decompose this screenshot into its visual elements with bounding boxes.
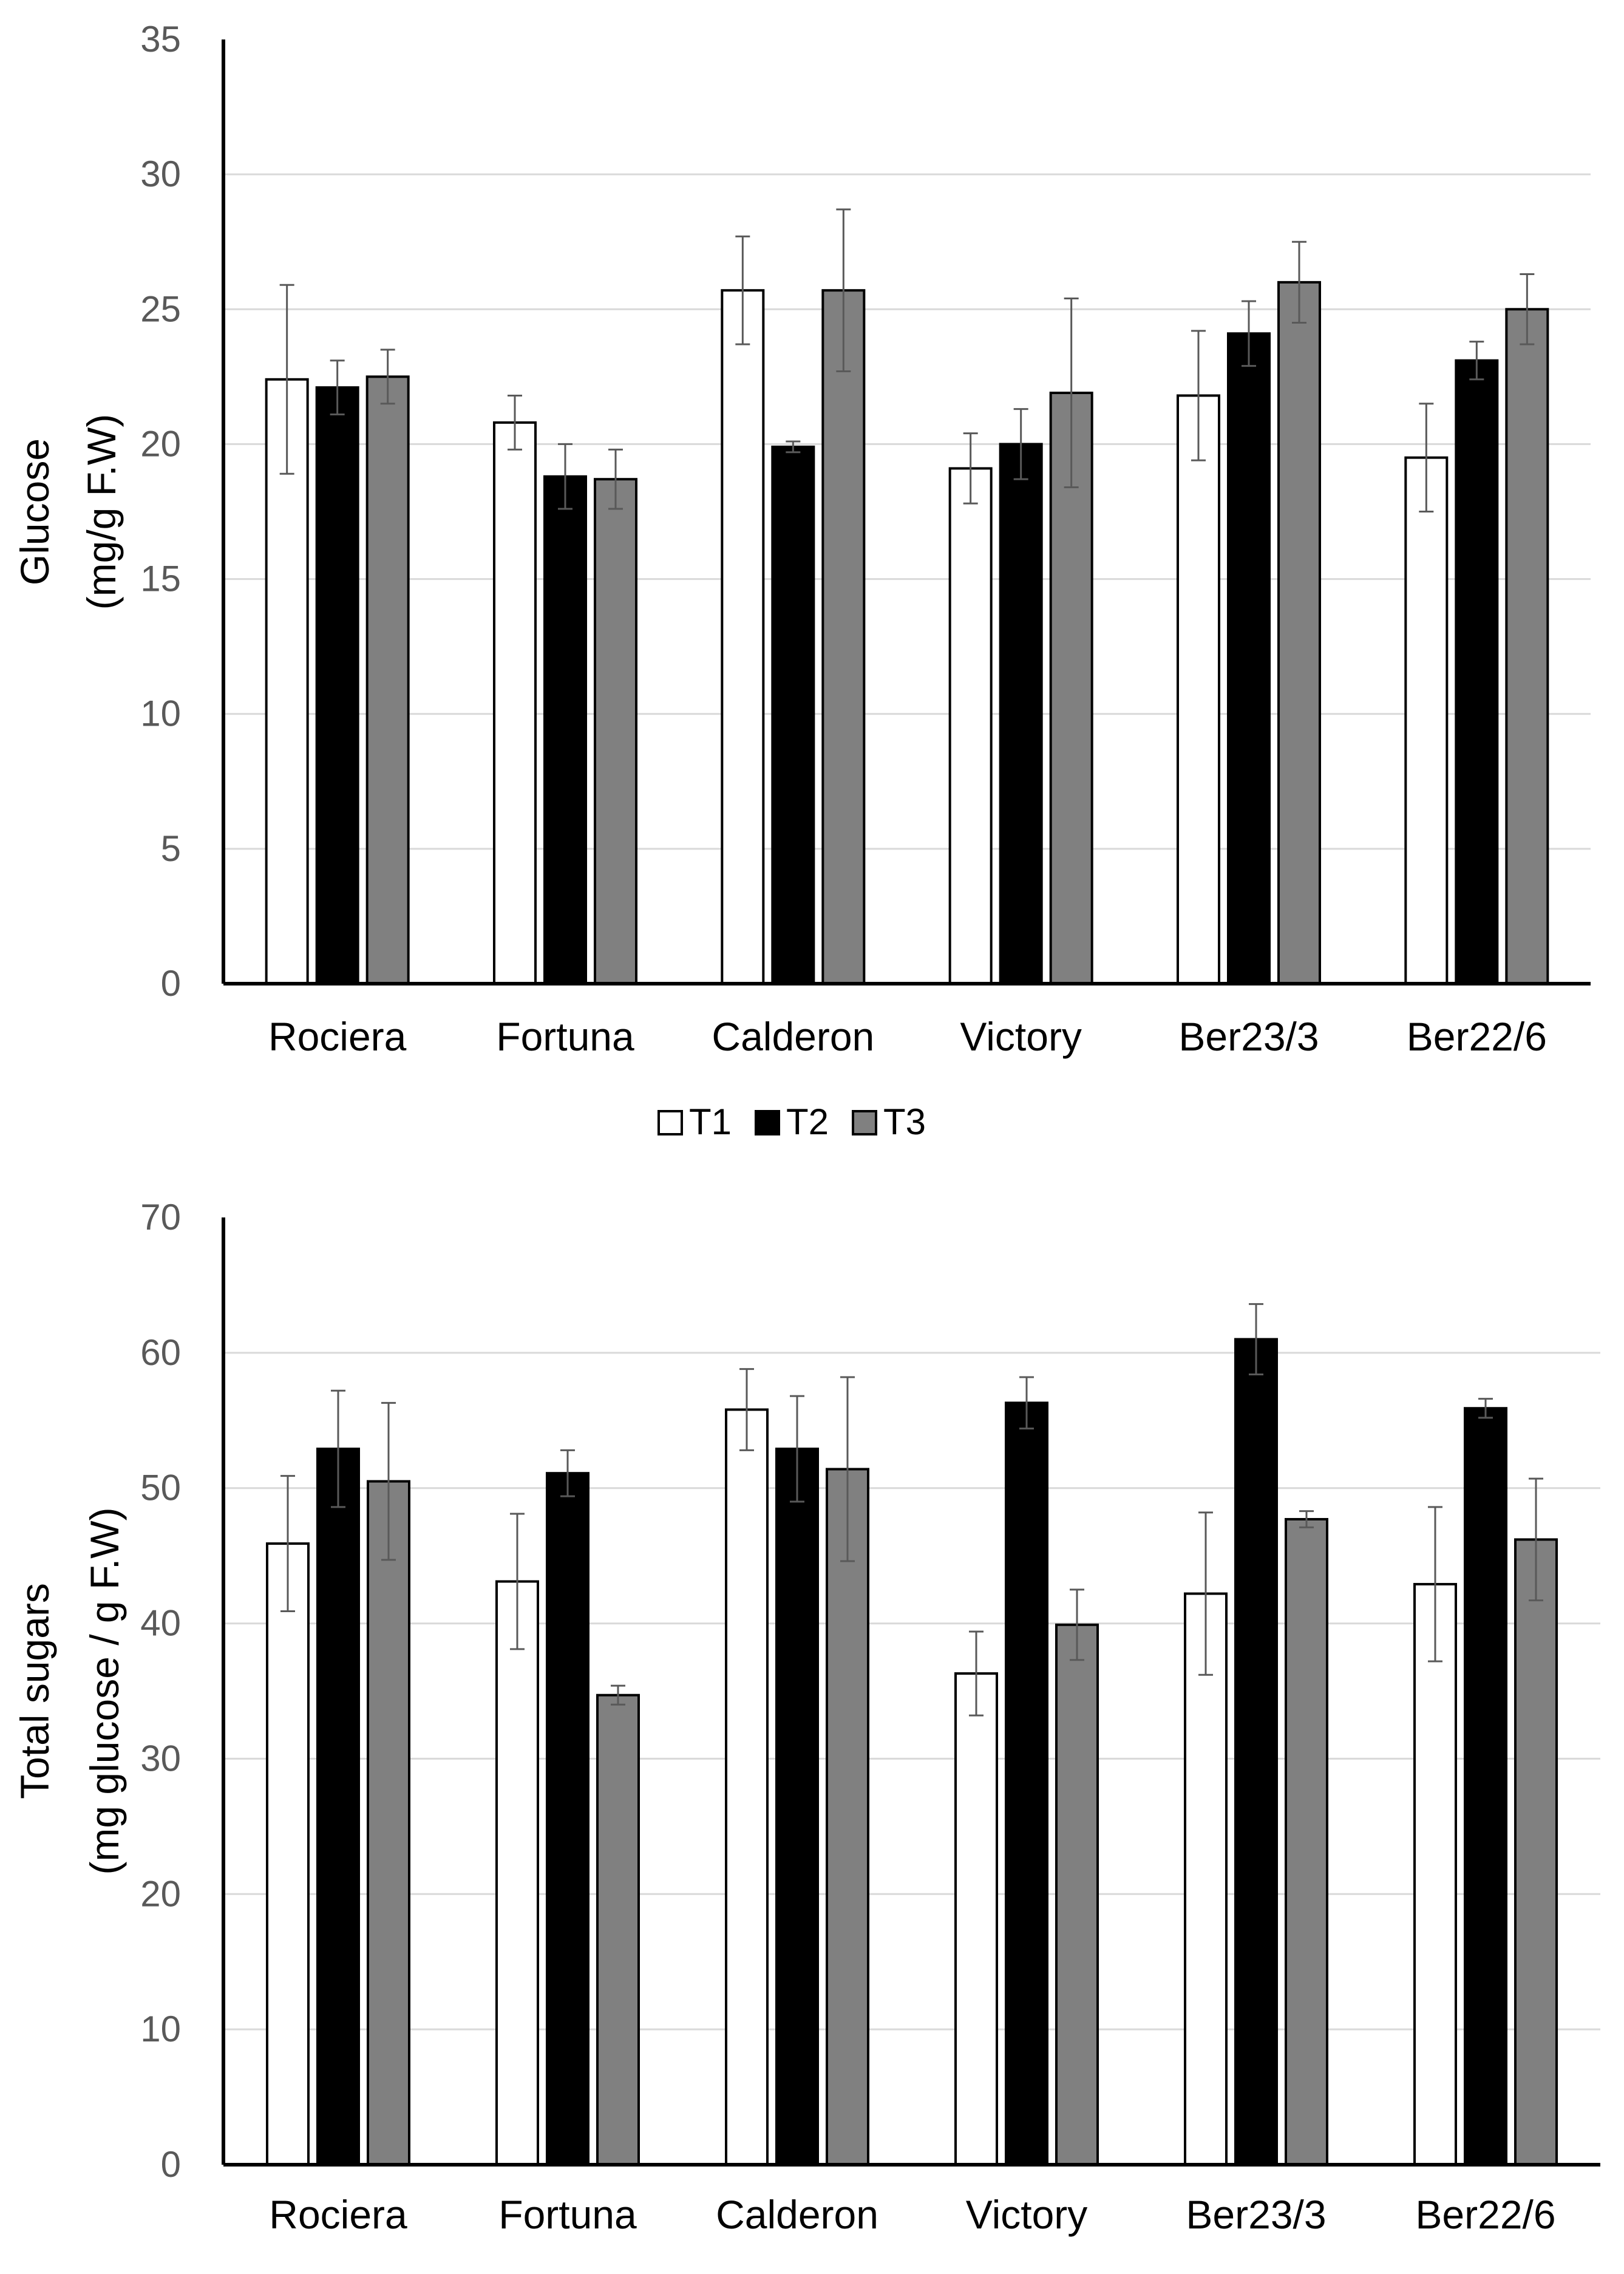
bar-t3-calderon	[826, 1468, 869, 2167]
y-tick-label: 25	[140, 288, 181, 329]
x-category-label: Ber23/3	[1186, 2192, 1326, 2237]
bar-t3-victory	[1055, 1623, 1099, 2167]
bar-t3-fortuna	[594, 478, 637, 985]
x-category-label: Ber22/6	[1415, 2192, 1555, 2237]
x-category-label: Victory	[960, 1014, 1082, 1059]
bar-t1-ber23-3	[1177, 394, 1220, 985]
bar-t3-rociera	[367, 1480, 410, 2167]
bar-t2-ber22-6	[1455, 359, 1499, 986]
bar-t3-ber23-3	[1277, 281, 1321, 985]
x-category-label: Calderon	[712, 1014, 874, 1059]
y-tick-label: 30	[140, 1738, 181, 1779]
legend-swatch-t2	[755, 1110, 780, 1135]
legend-swatch-t1	[657, 1110, 683, 1135]
y-tick-label: 50	[140, 1468, 181, 1508]
bar-t2-fortuna	[546, 1472, 589, 2166]
legend-label-t2: T2	[786, 1101, 829, 1142]
bar-t1-fortuna	[493, 421, 537, 985]
y-tick-label: 30	[140, 154, 181, 194]
y-tick-label: 60	[140, 1332, 181, 1373]
bar-t3-rociera	[365, 375, 410, 985]
legend-swatch-t3	[852, 1110, 877, 1135]
bar-t2-rociera	[316, 1448, 360, 2166]
x-category-label: Ber22/6	[1407, 1014, 1547, 1059]
y-tick-label: 35	[140, 19, 181, 60]
y-tick-label: 40	[140, 1603, 181, 1644]
legend-label-t1: T1	[689, 1101, 732, 1142]
bar-t1-victory	[954, 1672, 998, 2166]
legend: T1 T2 T3	[657, 1101, 926, 1142]
bar-t2-ber23-3	[1234, 1338, 1278, 2167]
y-tick-label: 70	[140, 1197, 181, 1237]
x-category-label: Rociera	[269, 2192, 407, 2237]
bar-t2-rociera	[315, 386, 359, 985]
bar-t1-rociera	[266, 1542, 310, 2166]
chart-panel-1: 0 5 10 15 20 25 30 35 Rociera Fortuna Calderon Vict…	[12, 19, 1591, 1142]
y-tick-label: 20	[140, 423, 181, 464]
bar-t1-fortuna	[495, 1580, 539, 2166]
bar-t3-calderon	[821, 289, 866, 986]
bar-t2-calderon	[771, 445, 815, 985]
y-axis-subtitle: (mg/g F.W)	[79, 414, 124, 610]
bar-t2-fortuna	[543, 475, 587, 985]
y-axis-subtitle: (mg glucose / g F.W)	[82, 1507, 127, 1874]
x-category-label: Calderon	[716, 2192, 878, 2237]
bar-t3-ber23-3	[1285, 1517, 1328, 2166]
x-category-label: Rociera	[268, 1014, 407, 1059]
x-category-label: Ber23/3	[1178, 1014, 1319, 1059]
bar-t1-ber22-6	[1404, 456, 1449, 985]
y-tick-label: 5	[161, 828, 181, 869]
bar-t2-victory	[1005, 1401, 1048, 2166]
y-tick-label: 0	[161, 963, 181, 1004]
bar-t1-calderon	[721, 289, 765, 986]
y-tick-label: 0	[161, 2144, 181, 2185]
legend-label-t3: T3	[883, 1101, 926, 1142]
chart-panel-2: 0 10 20 30 40 50 60 70 Rociera Fortuna Calderon Vic…	[12, 1197, 1600, 2237]
y-tick-label: 10	[140, 693, 181, 734]
bar-t2-calderon	[775, 1448, 819, 2166]
bar-t3-fortuna	[596, 1694, 640, 2167]
y-axis-title: Glucose	[12, 438, 57, 585]
bar-t1-victory	[948, 467, 993, 985]
y-tick-label: 15	[140, 559, 181, 599]
y-axis-title: Total sugars	[12, 1583, 57, 1799]
bar-t2-ber23-3	[1227, 332, 1271, 985]
bar-t1-ber22-6	[1413, 1582, 1457, 2166]
bar-t1-calderon	[725, 1408, 769, 2166]
x-category-label: Fortuna	[496, 1014, 634, 1059]
x-category-label: Fortuna	[498, 2192, 637, 2237]
bar-t3-ber22-6	[1514, 1538, 1558, 2166]
x-category-label: Victory	[966, 2192, 1088, 2237]
bar-t1-ber23-3	[1184, 1592, 1228, 2167]
y-tick-label: 20	[140, 1873, 181, 1914]
y-tick-label: 10	[140, 2009, 181, 2049]
bar-t2-victory	[999, 443, 1043, 985]
bar-t3-ber22-6	[1505, 308, 1549, 985]
bar-t3-victory	[1049, 392, 1093, 985]
bar-t2-ber22-6	[1464, 1407, 1507, 2166]
